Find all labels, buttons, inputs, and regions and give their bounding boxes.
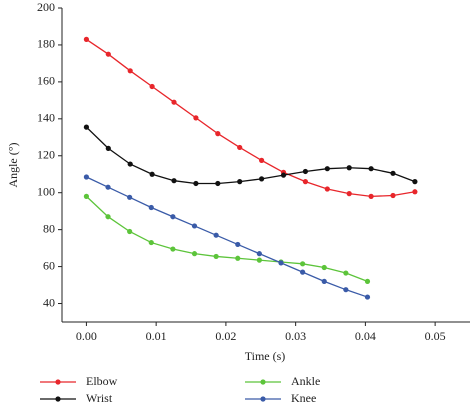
data-point — [148, 204, 154, 211]
data-point — [213, 232, 219, 238]
data-point — [237, 179, 243, 185]
series-line — [85, 126, 416, 185]
data-point — [191, 251, 198, 257]
legend-label: Wrist — [86, 391, 113, 405]
data-point — [300, 261, 306, 267]
legend-label: Elbow — [86, 374, 118, 388]
data-point — [105, 184, 111, 190]
data-point — [237, 144, 243, 151]
data-point — [105, 214, 111, 220]
x-tick-label: 0.01 — [146, 329, 167, 343]
data-point — [343, 270, 349, 276]
data-point — [280, 172, 287, 178]
data-point — [368, 193, 374, 199]
data-point — [149, 83, 155, 90]
y-tick-label: 60 — [43, 258, 55, 272]
data-point — [256, 251, 262, 257]
x-tick-label: 0.02 — [215, 329, 236, 343]
data-point — [149, 171, 155, 177]
y-tick-label: 140 — [37, 111, 55, 125]
data-point — [390, 170, 396, 176]
y-tick-label: 100 — [37, 184, 55, 198]
x-axis-label: Time (s) — [245, 349, 286, 363]
data-point — [368, 166, 374, 172]
legend-marker — [260, 379, 266, 385]
data-point — [105, 145, 111, 151]
y-axis-label: Angle (°) — [6, 142, 20, 187]
data-point — [346, 191, 352, 197]
x-tick-label: 0.00 — [76, 329, 97, 343]
legend-label: Knee — [291, 391, 316, 405]
data-point — [324, 166, 330, 172]
data-point — [390, 192, 396, 199]
data-point — [302, 179, 309, 185]
data-point — [83, 193, 90, 199]
legend-marker — [55, 396, 61, 402]
data-point — [83, 174, 90, 180]
data-point — [83, 36, 90, 43]
data-point — [127, 194, 133, 200]
y-tick-label: 160 — [37, 74, 55, 88]
data-point — [127, 228, 133, 235]
legend-marker — [260, 396, 266, 402]
data-point — [259, 176, 265, 182]
data-point — [412, 189, 418, 195]
x-tick-label: 0.05 — [425, 329, 446, 343]
data-point — [215, 131, 221, 137]
y-tick-label: 40 — [43, 295, 55, 309]
data-point — [148, 239, 154, 246]
data-point — [171, 178, 177, 184]
data-point — [364, 278, 371, 284]
data-point — [346, 165, 352, 171]
data-point — [105, 51, 111, 57]
y-tick-label: 120 — [37, 148, 55, 162]
data-point — [191, 223, 198, 229]
series-line — [85, 195, 368, 282]
data-point — [256, 257, 262, 263]
data-point — [83, 124, 90, 130]
data-point — [259, 157, 265, 163]
data-point — [343, 287, 349, 293]
data-point — [235, 241, 241, 248]
data-point — [213, 253, 219, 260]
y-tick-label: 180 — [37, 37, 55, 51]
data-point — [127, 161, 133, 167]
data-point — [235, 255, 241, 261]
data-point — [412, 179, 418, 185]
legend-marker — [55, 379, 61, 385]
data-point — [321, 264, 327, 271]
series-line — [86, 176, 368, 298]
series-line — [86, 38, 416, 198]
data-point — [278, 260, 284, 266]
data-point — [324, 186, 330, 192]
x-tick-label: 0.04 — [355, 329, 376, 343]
data-point — [321, 278, 327, 284]
data-point — [193, 180, 199, 187]
x-tick-label: 0.03 — [285, 329, 306, 343]
data-point — [170, 246, 176, 252]
y-tick-label: 80 — [43, 221, 55, 235]
data-point — [193, 115, 199, 121]
y-tick-label: 200 — [37, 0, 55, 14]
data-point — [364, 294, 371, 300]
data-point — [127, 68, 133, 74]
data-point — [302, 168, 309, 175]
legend-label: Ankle — [291, 374, 320, 388]
data-point — [300, 269, 306, 275]
data-point — [171, 99, 177, 105]
data-point — [215, 180, 221, 187]
data-point — [170, 214, 176, 220]
